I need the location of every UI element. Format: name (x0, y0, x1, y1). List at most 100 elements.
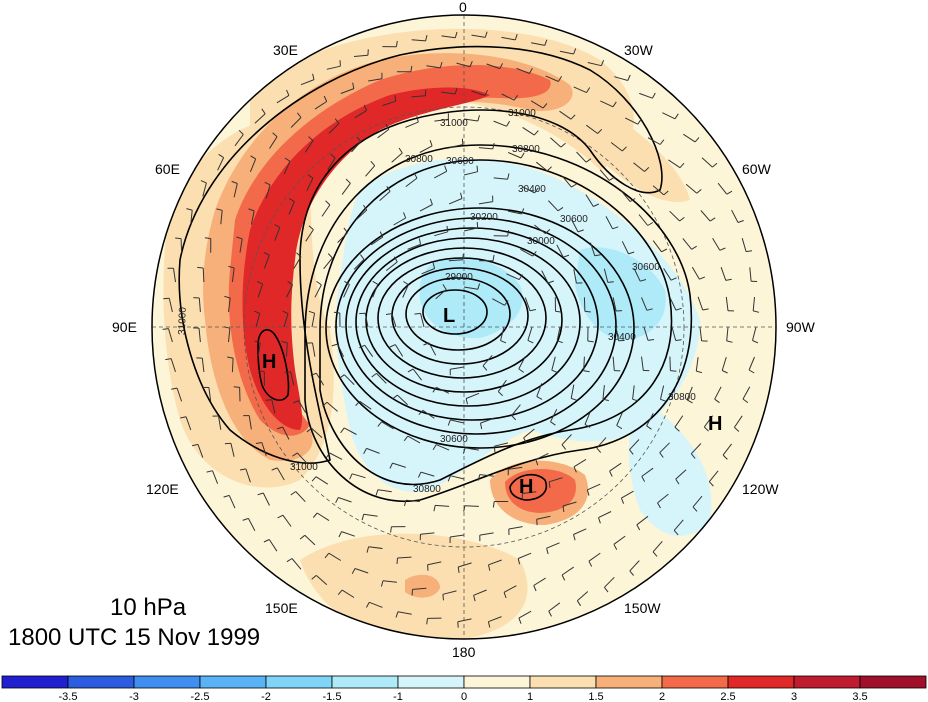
wind-barb-flag (507, 230, 510, 237)
wind-barb (276, 94, 290, 104)
wind-barb (247, 518, 256, 532)
wind-barb (442, 590, 457, 595)
wind-barb (701, 157, 713, 168)
wind-barb-flag (492, 142, 495, 150)
wind-barb (749, 267, 752, 282)
contour-label: 31000 (290, 462, 318, 473)
wind-barb (478, 147, 493, 150)
wind-barb-flag (333, 311, 340, 314)
wind-barb-flag (446, 225, 449, 232)
wind-barb (646, 413, 654, 427)
wind-barb (271, 399, 276, 414)
wind-barb (185, 416, 192, 431)
wind-barb-flag (316, 280, 322, 286)
wind-barb (282, 514, 292, 527)
wind-barb (471, 34, 486, 38)
wind-barb (286, 284, 294, 298)
wind-barb (683, 133, 696, 143)
wind-barb (343, 284, 350, 298)
wind-barb-flag (395, 40, 398, 47)
wind-barb (479, 474, 494, 477)
wind-barb-flag (674, 113, 679, 120)
wind-barb (752, 296, 755, 311)
lon-label-120e: 120E (146, 481, 179, 497)
wind-barb (692, 495, 703, 508)
wind-barb (600, 100, 614, 108)
wind-barb (363, 513, 378, 517)
wind-barb (522, 126, 535, 136)
wind-barb-flag (322, 401, 328, 407)
colorbar-swatch (397, 675, 465, 689)
wind-barb-flag (218, 153, 224, 159)
wind-barb (290, 371, 295, 386)
wind-barb (321, 204, 331, 217)
wind-barb-flag (340, 427, 345, 434)
wind-barb-flag (231, 180, 238, 184)
wind-barb (450, 366, 465, 370)
wind-barb-flag (250, 155, 256, 160)
wind-barb-flag (390, 526, 392, 533)
wind-barb (282, 426, 290, 440)
wind-barb (288, 201, 295, 215)
wind-barb-flag (296, 252, 302, 257)
wind-barb (420, 313, 425, 328)
wind-barb-flag (416, 116, 419, 123)
wind-barb (541, 270, 549, 284)
colorbar-tick-label: -3.5 (59, 691, 78, 702)
wind-barb-flag (447, 475, 451, 482)
wind-barb (441, 35, 456, 39)
wind-barb (463, 286, 478, 290)
wind-barb (257, 283, 264, 298)
colorbar-tick-label: 0 (461, 691, 467, 702)
wind-barb (685, 183, 698, 194)
wind-barb (293, 256, 302, 269)
wind-barb-flag (714, 398, 720, 404)
wind-barb-flag (500, 340, 507, 344)
wind-barb (197, 444, 204, 458)
wind-barb-flag (462, 447, 466, 454)
wind-barb-flag (550, 421, 556, 426)
wind-barb (353, 259, 365, 270)
wind-barb (717, 182, 728, 195)
wind-barb-flag (652, 551, 658, 557)
wind-barb-flag (363, 104, 368, 111)
wind-barb-flag (432, 444, 437, 450)
wind-barb-flag (233, 386, 240, 388)
wind-barb-flag (311, 476, 317, 482)
wind-barb (602, 385, 605, 400)
wind-barb (297, 452, 308, 464)
wind-barb-flag (576, 600, 582, 607)
wind-barb (412, 368, 423, 381)
wind-barb-flag (476, 165, 479, 172)
wind-barb (381, 421, 394, 430)
wind-barb (405, 121, 419, 128)
wind-barb-flag (223, 494, 230, 498)
wind-barb (511, 404, 521, 416)
colorbar-swatch (859, 675, 927, 689)
wind-barb-flag (281, 340, 288, 344)
wind-barb (261, 442, 267, 456)
wind-barb (450, 475, 465, 480)
wind-barb-flag (223, 326, 231, 329)
wind-barb (463, 227, 478, 232)
wind-barb (480, 417, 494, 424)
wind-barb-flag (163, 297, 170, 300)
wind-barb-flag (324, 552, 330, 559)
wind-barb-flag (403, 435, 409, 442)
wind-barb-flag (460, 192, 463, 199)
contour-label: 30200 (470, 212, 498, 223)
colorbar-swatch (793, 675, 861, 689)
wind-barb (465, 447, 479, 451)
wind-barb (364, 344, 374, 357)
wind-barb (478, 201, 493, 205)
wind-barb (391, 313, 397, 328)
wind-barb (419, 204, 433, 212)
wind-barb-flag (393, 256, 398, 263)
wind-barb-flag (292, 400, 299, 404)
colorbar-swatch (727, 675, 795, 689)
wind-barb-flag (432, 262, 436, 269)
wind-barb (233, 183, 238, 198)
wind-barb (561, 434, 572, 446)
wind-barb-flag (602, 398, 609, 402)
